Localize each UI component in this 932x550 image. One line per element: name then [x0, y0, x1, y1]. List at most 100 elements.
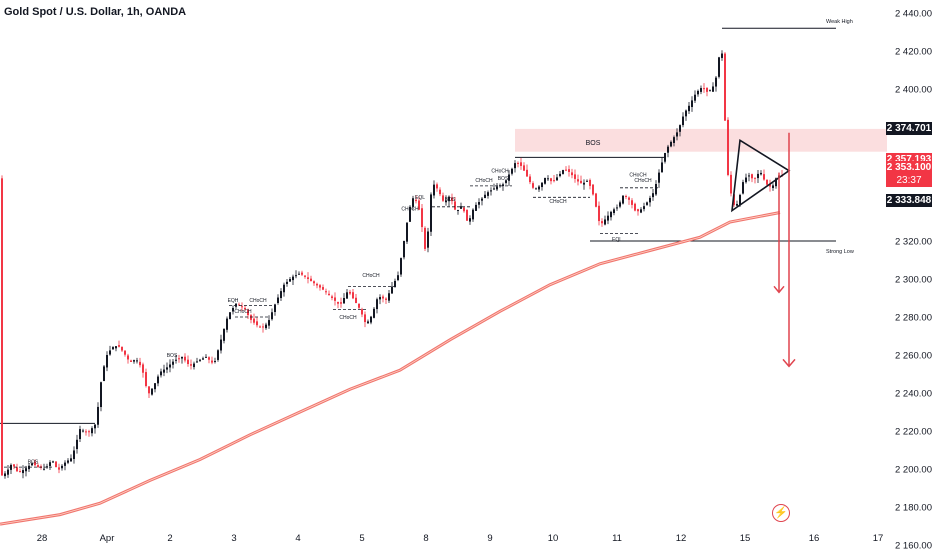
candle-body — [52, 461, 54, 463]
y-tick-label: 2 220.000 — [895, 427, 932, 438]
candle-body — [691, 100, 693, 108]
candle-body — [475, 204, 477, 211]
candle-body — [277, 297, 279, 304]
candle-body — [469, 218, 471, 222]
candle-body — [301, 272, 303, 275]
candle-body — [190, 364, 192, 366]
candle-body — [457, 209, 459, 211]
candle-body — [310, 278, 312, 282]
candle-body — [220, 339, 222, 351]
candle-body — [256, 321, 258, 326]
x-tick-label: 28 — [37, 533, 48, 544]
candle-body — [4, 473, 6, 477]
candle-body — [385, 298, 387, 300]
y-tick-label: 2 240.000 — [895, 389, 932, 400]
candle-body — [544, 177, 546, 184]
candle-body — [724, 53, 726, 121]
candle-body — [592, 184, 594, 195]
y-tick-label: 2 260.000 — [895, 351, 932, 362]
flash-icon[interactable]: ⚡ — [772, 504, 790, 522]
candle-body — [427, 231, 429, 248]
y-tick-label: 2 420.000 — [895, 47, 932, 58]
candle-body — [412, 198, 414, 207]
candle-body — [721, 53, 723, 58]
candle-body — [175, 359, 177, 361]
candle-body — [742, 182, 744, 194]
candle-body — [97, 406, 99, 425]
candle-body — [202, 358, 204, 360]
candle-body — [370, 316, 372, 323]
candle-body — [541, 182, 543, 188]
candle-body — [7, 469, 9, 475]
candle-body — [754, 177, 756, 179]
candle-body — [64, 462, 66, 466]
candle-body — [595, 193, 597, 207]
candle-body — [343, 298, 345, 304]
candle-body — [193, 363, 195, 368]
candle-body — [304, 275, 306, 277]
weak-high-label: Weak High — [826, 19, 853, 25]
candle-body — [229, 312, 231, 320]
x-axis[interactable]: 28 Apr 2 3 4 5 8 9 10 11 12 15 16 17 — [37, 533, 884, 544]
candle-body — [466, 209, 468, 221]
y-axis[interactable]: 2 440.0002 420.0002 400.0002 380.0002 36… — [895, 9, 932, 550]
candle-body — [106, 355, 108, 368]
structure-label: BOS — [498, 176, 509, 182]
candle-body — [601, 221, 603, 224]
x-tick-label: 17 — [873, 533, 884, 544]
candle-body — [316, 283, 318, 286]
x-tick-label: 2 — [167, 533, 172, 544]
candle-body — [223, 329, 225, 341]
candle-body — [673, 137, 675, 143]
candle-body — [121, 346, 123, 351]
candle-body — [355, 297, 357, 304]
candle-body — [313, 281, 315, 284]
candle-body — [19, 471, 21, 473]
candle-body — [181, 356, 183, 359]
candle-body — [154, 383, 156, 390]
candle-body — [409, 206, 411, 222]
candle-body — [730, 174, 732, 194]
candle-body — [493, 188, 495, 190]
candle-body — [556, 177, 558, 181]
candle-body — [442, 195, 444, 201]
candle-body — [565, 169, 567, 171]
candle-body — [490, 190, 492, 192]
candle-body — [640, 209, 642, 213]
structure-label: CHoCH — [401, 207, 419, 213]
structure-label: EQL — [612, 237, 622, 243]
candle-body — [160, 371, 162, 376]
candle-body — [451, 197, 453, 202]
candle-body — [670, 141, 672, 147]
candle-body — [517, 162, 519, 164]
x-tick-label: 12 — [676, 533, 687, 544]
candle-body — [727, 119, 729, 175]
candle-body — [283, 284, 285, 293]
x-tick-label: 8 — [423, 533, 428, 544]
candle-body — [718, 57, 720, 77]
candle-body — [331, 296, 333, 298]
candle-body — [748, 175, 750, 177]
candle-body — [460, 206, 462, 209]
moving-average-inner — [0, 212, 781, 525]
candle-body — [238, 304, 240, 306]
candle-body — [361, 309, 363, 315]
triangle-outline — [731, 138, 791, 213]
moving-average — [0, 211, 781, 526]
candle-body — [37, 465, 39, 468]
candle-body — [322, 287, 324, 290]
y-tick-label: 2 400.000 — [895, 85, 932, 96]
candle-body — [109, 350, 111, 355]
candle-body — [13, 464, 15, 467]
candle-body — [79, 429, 81, 440]
candle-body — [484, 194, 486, 199]
x-tick-label: 5 — [359, 533, 364, 544]
candle-body — [577, 179, 579, 182]
y-tick-label: 2 440.000 — [895, 9, 932, 20]
candle-body — [700, 88, 702, 92]
candle-body — [400, 258, 402, 275]
candle-body — [589, 179, 591, 186]
candle-body — [49, 462, 51, 466]
candle-body — [184, 356, 186, 361]
